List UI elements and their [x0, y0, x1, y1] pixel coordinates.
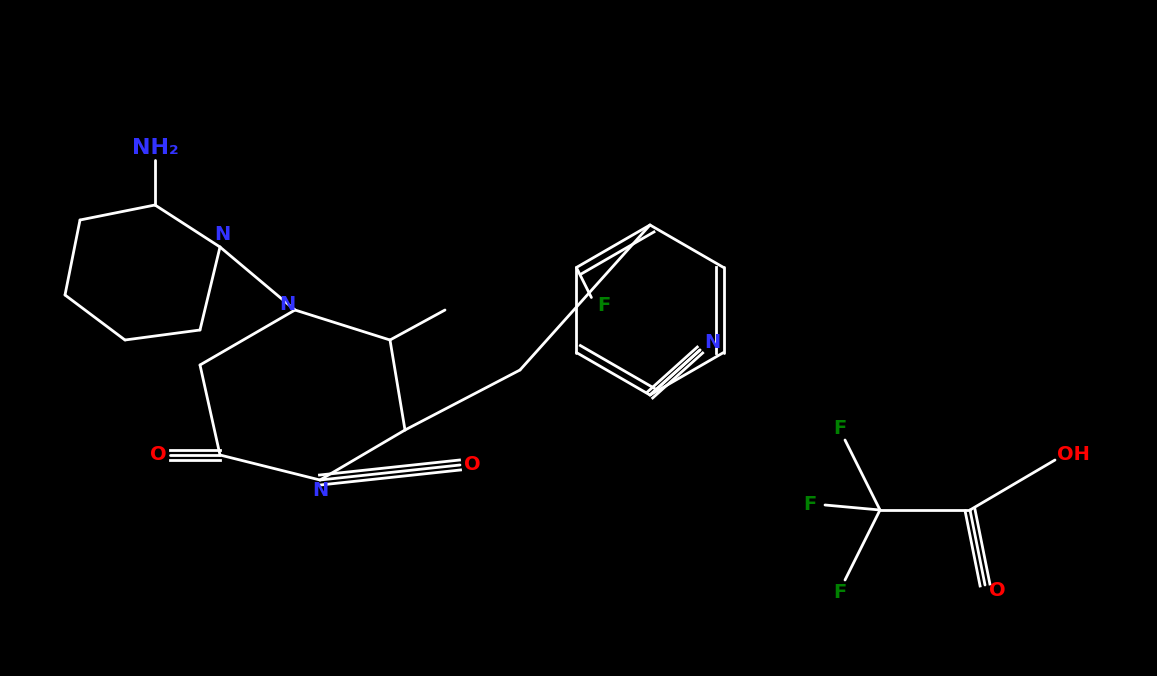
Text: O: O	[149, 445, 167, 464]
Text: OH: OH	[1056, 445, 1090, 464]
Text: N: N	[279, 295, 295, 314]
Text: F: F	[597, 296, 610, 315]
Text: O: O	[989, 581, 1005, 600]
Text: F: F	[833, 583, 847, 602]
Text: O: O	[464, 456, 480, 475]
Text: F: F	[833, 418, 847, 437]
Text: F: F	[803, 496, 817, 514]
Text: N: N	[703, 333, 720, 352]
Text: N: N	[312, 481, 329, 500]
Text: N: N	[214, 226, 230, 245]
Text: NH₂: NH₂	[132, 138, 178, 158]
